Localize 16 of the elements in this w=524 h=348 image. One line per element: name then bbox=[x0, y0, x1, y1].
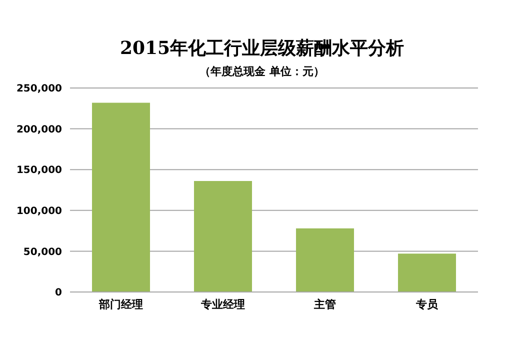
y-tick-label: 0 bbox=[55, 288, 62, 299]
x-tick-label: 主管 bbox=[313, 298, 336, 311]
y-tick-label: 250,000 bbox=[16, 84, 62, 95]
y-tick-label: 200,000 bbox=[16, 124, 62, 136]
chart-title: 2015年化工行业层级薪酬水平分析 bbox=[118, 37, 406, 60]
bar bbox=[194, 181, 252, 292]
x-tick-label: 专业经理 bbox=[200, 298, 245, 311]
x-tick-label: 部门经理 bbox=[98, 298, 143, 311]
y-tick-label: 150,000 bbox=[16, 165, 62, 176]
y-tick-label: 50,000 bbox=[23, 246, 62, 258]
chart-subtitle: （年度总现金 单位：元） bbox=[198, 64, 326, 79]
x-tick-label: 专员 bbox=[415, 298, 439, 311]
bar bbox=[398, 254, 456, 292]
bar bbox=[92, 102, 150, 292]
y-tick-label: 100,000 bbox=[16, 206, 62, 217]
bar bbox=[296, 228, 354, 292]
